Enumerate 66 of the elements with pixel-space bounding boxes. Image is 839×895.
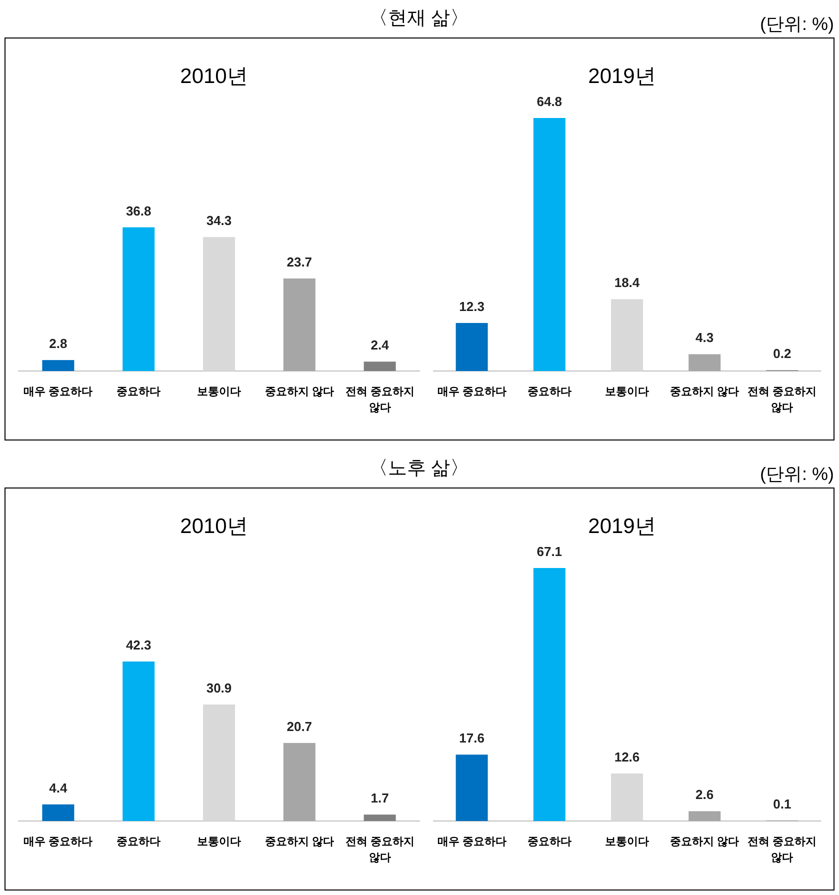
x-tick-label: 중요하지 않다 xyxy=(264,386,334,398)
data-label: 17.6 xyxy=(459,730,484,746)
chart-title: 2019년 xyxy=(588,65,656,88)
x-tick-label: 중요하다 xyxy=(116,836,161,848)
data-label: 36.8 xyxy=(126,203,152,218)
bar xyxy=(42,360,74,371)
bar xyxy=(456,754,488,821)
data-label: 18.4 xyxy=(614,275,640,290)
data-label: 12.6 xyxy=(614,749,640,764)
data-label: 30.9 xyxy=(206,680,232,696)
bar xyxy=(611,773,643,821)
x-tick-label: 중요하다 xyxy=(527,836,572,848)
x-tick-label: 중요하다 xyxy=(527,386,572,398)
data-label: 0.2 xyxy=(773,346,792,362)
x-tick-label: 전혀 중요하지 않다 xyxy=(748,386,817,414)
bar xyxy=(122,662,155,821)
x-tick-label: 매우 중요하다 xyxy=(437,386,506,398)
x-tick-label: 전혀 중요하지 않다 xyxy=(345,836,414,864)
x-tick-label: 전혀 중요하지 않다 xyxy=(345,386,414,414)
x-tick-label: 보통이다 xyxy=(197,386,241,398)
chart-title: 2010년 xyxy=(180,65,248,88)
bar xyxy=(42,804,74,821)
x-tick-label: 중요하지 않다 xyxy=(670,386,740,398)
data-label: 4.3 xyxy=(696,330,714,346)
bar xyxy=(203,704,235,821)
x-tick-label: 전혀 중요하지 않다 xyxy=(748,836,817,864)
bar xyxy=(688,354,721,371)
text: 〈노후 삶〉 xyxy=(368,458,470,479)
data-label: 20.7 xyxy=(286,718,312,734)
bar xyxy=(122,227,155,371)
data-label: 2.8 xyxy=(49,336,68,352)
bar xyxy=(364,362,396,371)
x-tick-label: 보통이다 xyxy=(605,386,649,398)
data-label: 12.3 xyxy=(459,298,484,314)
text: (단위: %) xyxy=(760,14,834,34)
bar xyxy=(456,322,488,371)
data-label: 34.3 xyxy=(206,213,232,228)
bar xyxy=(283,278,316,371)
bar xyxy=(283,742,316,821)
bar xyxy=(611,299,643,371)
chart-title: 2010년 xyxy=(180,515,248,538)
bar xyxy=(203,237,235,371)
data-label: 2.4 xyxy=(370,338,390,353)
data-label: 64.8 xyxy=(536,94,562,109)
x-tick-label: 매우 중요하다 xyxy=(24,836,93,848)
bar xyxy=(364,814,396,821)
data-label: 2.6 xyxy=(696,787,714,802)
data-label: 1.7 xyxy=(370,790,389,806)
x-tick-label: 보통이다 xyxy=(197,836,241,848)
x-tick-label: 중요하지 않다 xyxy=(670,836,740,848)
x-tick-label: 보통이다 xyxy=(605,836,649,848)
bar xyxy=(688,811,721,821)
chart-title: 2019년 xyxy=(588,515,656,538)
text: 〈현재 삶〉 xyxy=(368,8,470,29)
bar xyxy=(533,118,566,371)
x-tick-label: 매우 중요하다 xyxy=(437,836,506,848)
data-label: 67.1 xyxy=(536,544,562,559)
data-label: 4.4 xyxy=(49,780,68,796)
data-label: 0.1 xyxy=(773,796,792,812)
x-tick-label: 매우 중요하다 xyxy=(24,386,93,398)
bar xyxy=(533,568,566,821)
text: (단위: %) xyxy=(760,464,834,484)
x-tick-label: 중요하다 xyxy=(116,386,161,398)
data-label: 23.7 xyxy=(286,254,312,270)
data-label: 42.3 xyxy=(126,638,152,653)
x-tick-label: 중요하지 않다 xyxy=(264,836,334,848)
